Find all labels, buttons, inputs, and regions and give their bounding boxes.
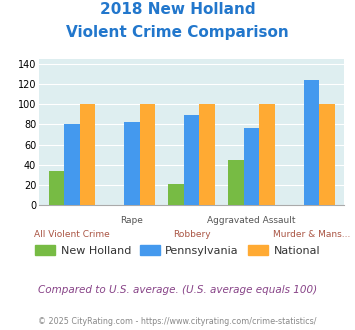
Bar — [184, 115, 200, 205]
Text: © 2025 CityRating.com - https://www.cityrating.com/crime-statistics/: © 2025 CityRating.com - https://www.city… — [38, 317, 317, 326]
Bar — [200, 105, 215, 205]
Bar — [228, 159, 244, 205]
Text: Robbery: Robbery — [173, 230, 211, 239]
Bar — [49, 171, 64, 205]
Bar — [244, 128, 260, 205]
Bar — [260, 105, 275, 205]
Bar — [168, 183, 184, 205]
Text: Murder & Mans...: Murder & Mans... — [273, 230, 350, 239]
Legend: New Holland, Pennsylvania, National: New Holland, Pennsylvania, National — [31, 241, 324, 260]
Bar — [80, 105, 95, 205]
Bar — [304, 81, 319, 205]
Text: All Violent Crime: All Violent Crime — [34, 230, 110, 239]
Bar — [319, 105, 335, 205]
Text: Violent Crime Comparison: Violent Crime Comparison — [66, 25, 289, 40]
Bar — [124, 122, 140, 205]
Text: Compared to U.S. average. (U.S. average equals 100): Compared to U.S. average. (U.S. average … — [38, 285, 317, 295]
Bar — [140, 105, 155, 205]
Bar — [64, 124, 80, 205]
Text: Rape: Rape — [120, 216, 143, 225]
Text: 2018 New Holland: 2018 New Holland — [100, 2, 255, 16]
Text: Aggravated Assault: Aggravated Assault — [207, 216, 296, 225]
